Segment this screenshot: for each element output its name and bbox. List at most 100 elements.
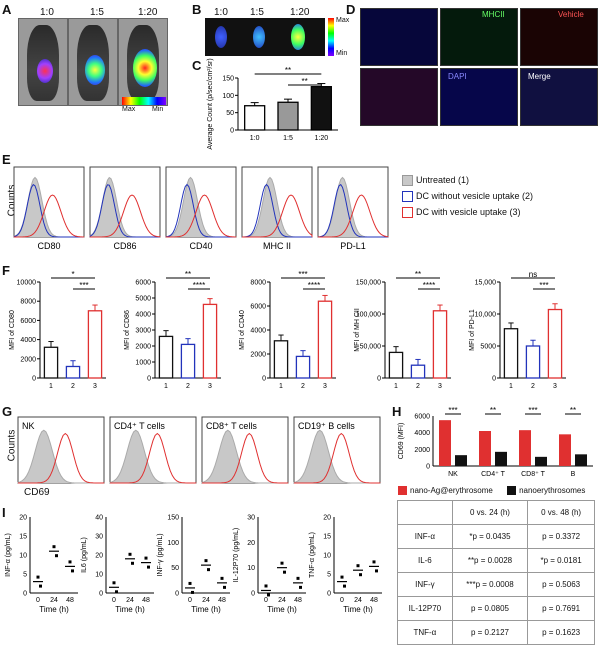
- bar: [273, 340, 289, 379]
- y-tick-label: 30: [247, 515, 255, 522]
- y-axis-label: IL6 (pg/mL): [81, 537, 88, 573]
- micro-image: [440, 68, 518, 126]
- bar: [559, 434, 571, 466]
- y-tick-label: 10: [247, 565, 255, 572]
- hist-curve: [13, 183, 84, 238]
- x-tick-label: 24: [126, 597, 134, 604]
- micro-image: [520, 8, 598, 66]
- table-cell: p = 0.1623: [527, 620, 595, 645]
- bar: [65, 365, 81, 379]
- organ-image: [205, 18, 325, 56]
- x-tick-label: 0: [340, 597, 344, 604]
- x-tick-label: CD8⁺ T: [521, 471, 546, 478]
- table-row: IL-6 **p = 0.0028 *p = 0.0181: [397, 548, 595, 573]
- cell-type-label: CD19⁺ B cells: [298, 421, 355, 431]
- x-tick-label: 24: [354, 597, 362, 604]
- y-axis-label: MFI of CD80: [9, 310, 16, 350]
- sig-label: ***: [528, 406, 537, 415]
- y-tick-label: 8000: [20, 299, 36, 306]
- x-tick-label: B: [571, 471, 576, 478]
- y-tick-label: 150,000: [356, 280, 381, 287]
- x-tick-label: 3: [438, 383, 442, 390]
- hist-curve: [165, 194, 237, 238]
- hist-curve: [293, 429, 380, 484]
- y-axis-label: MFI of MH CII: [354, 308, 361, 352]
- y-axis-label: IL-12P70 (pg/mL): [233, 528, 240, 582]
- x-tick-label: 24: [278, 597, 286, 604]
- sig-label: ***: [539, 281, 548, 290]
- table-cell: *p = 0.0181: [527, 548, 595, 573]
- sig-label: ****: [193, 281, 205, 290]
- hist-curve: [294, 432, 381, 484]
- table-cell: 0 vs. 48 (h): [527, 500, 595, 525]
- y-tick-label: 0: [230, 128, 234, 135]
- data-point: [343, 584, 346, 588]
- y-axis-label: MFI of CD86: [124, 310, 131, 350]
- table-row: INF-α *p = 0.0435 p = 0.3372: [397, 524, 595, 549]
- micro-label: MHCII: [482, 10, 505, 19]
- y-tick-label: 0: [262, 376, 266, 383]
- panel-letter-b: B: [192, 2, 202, 17]
- y-tick-label: 0: [23, 591, 27, 598]
- sig-label: ***: [298, 270, 307, 279]
- chart-c: 0 50 100 150 1:0 1:5 1:20 ** ** Average Count (p/…: [207, 58, 338, 150]
- y-tick-label: 6000: [414, 414, 430, 421]
- y-axis-label: CD69 (MFI): [398, 423, 405, 460]
- hist-curve: [89, 184, 160, 238]
- y-tick-label: 15: [323, 534, 331, 541]
- x-axis-label: Time (h): [39, 605, 69, 614]
- histograms-g: NK CD4⁺ T cells CD8⁺ T cells CD19⁺ B cells: [17, 416, 381, 484]
- x-tick-label: 48: [66, 597, 74, 604]
- micro-image: [520, 68, 598, 126]
- bar: [202, 303, 218, 379]
- data-point: [131, 561, 134, 565]
- table-cell: p = 0.0805: [451, 596, 529, 621]
- data-point: [356, 564, 360, 568]
- y-axis-label: TNF-α (pg/mL): [309, 532, 316, 578]
- x-tick-label: 2: [186, 383, 190, 390]
- sig-label: **: [302, 77, 308, 86]
- bar: [410, 364, 426, 379]
- bar: [43, 346, 59, 379]
- data-point: [191, 590, 194, 594]
- y-tick-label: 20: [95, 553, 103, 560]
- table-cell: IL-6: [397, 548, 453, 573]
- color-scale-bar: [122, 97, 166, 105]
- bar: [295, 355, 311, 379]
- y-tick-label: 2000: [135, 344, 151, 351]
- bar: [535, 456, 547, 466]
- x-tick-label: 1: [164, 383, 168, 390]
- hist-curve: [110, 432, 197, 484]
- y-tick-label: 15,000: [475, 280, 497, 287]
- bar: [547, 308, 563, 379]
- hist-curve: [13, 176, 84, 238]
- table-cell: p = 0.2127: [451, 620, 529, 645]
- data-point: [204, 559, 208, 563]
- y-tick-label: 20: [323, 515, 331, 522]
- x-tick-label: 3: [323, 383, 327, 390]
- y-tick-label: 6000: [250, 304, 266, 311]
- x-axis-label: Time (h): [267, 605, 297, 614]
- hist-x-label: MHC II: [263, 241, 291, 251]
- cell-type-label: NK: [22, 421, 35, 431]
- micro-label: Vehicle: [558, 10, 584, 19]
- data-point: [71, 569, 74, 573]
- y-tick-label: 100: [167, 540, 179, 547]
- y-tick-label: 30: [95, 534, 103, 541]
- data-point: [283, 570, 286, 574]
- data-point: [296, 576, 300, 580]
- x-tick-label: 24: [50, 597, 58, 604]
- sig-label: *: [71, 270, 74, 279]
- hist-curve: [89, 194, 161, 238]
- y-tick-label: 2000: [20, 356, 36, 363]
- bar: [455, 455, 467, 466]
- y-tick-label: 15: [19, 534, 27, 541]
- table-cell: **p = 0.0028: [451, 548, 529, 573]
- mouse-image: [18, 18, 68, 106]
- y-tick-label: 0: [175, 591, 179, 598]
- y-tick-label: 1000: [135, 360, 151, 367]
- x-axis-label: Time (h): [191, 605, 221, 614]
- micro-image: [360, 68, 438, 126]
- x-tick-label: 1: [49, 383, 53, 390]
- hist-curve: [317, 194, 389, 238]
